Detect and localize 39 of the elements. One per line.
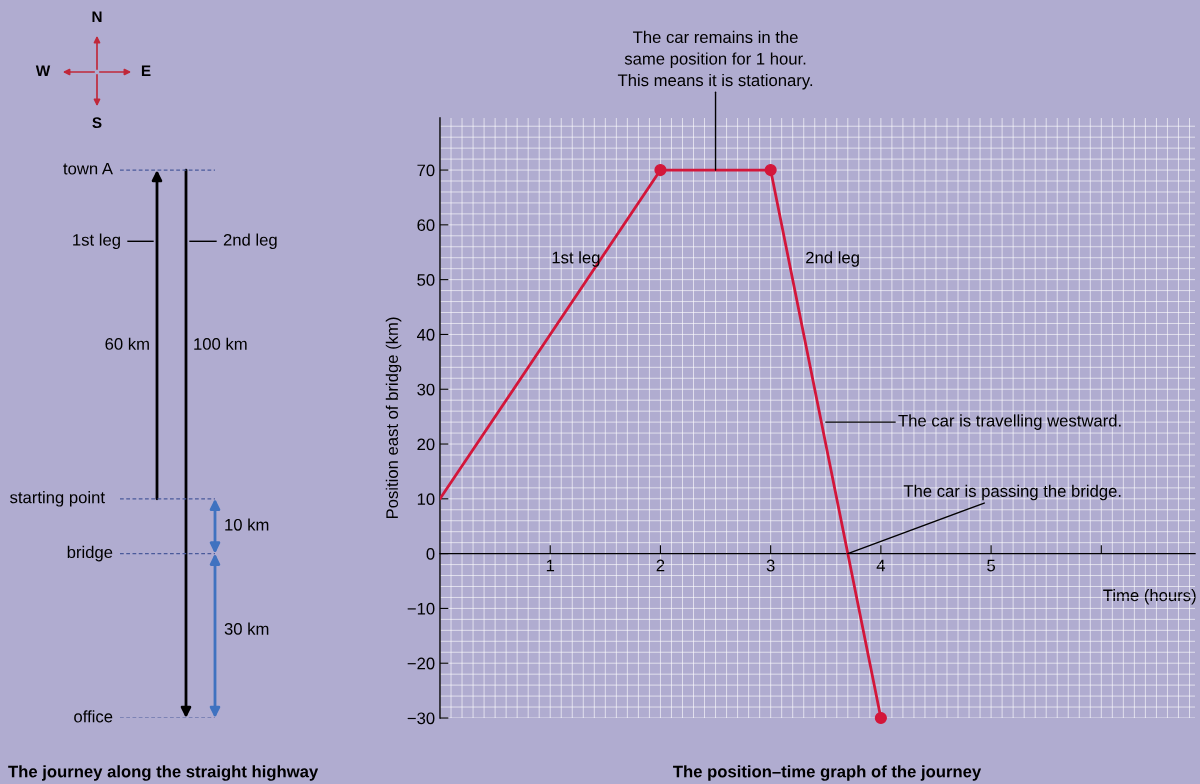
y-tick-label: −20 xyxy=(407,657,435,670)
text: starting point xyxy=(10,491,105,507)
text: W xyxy=(35,65,51,76)
annotation: The car is travelling westward. xyxy=(898,414,1121,430)
y-tick-label: 50 xyxy=(417,274,435,286)
text: 1st leg xyxy=(73,233,120,250)
annotation: The car remains in the same position for 1 hour. This means it is stationary. xyxy=(617,30,813,90)
y-tick-label: 70 xyxy=(417,164,435,177)
y-axis-title: Position east of bridge (km) xyxy=(385,317,402,519)
text: town A xyxy=(63,162,113,175)
x-tick-label: 3 xyxy=(766,559,775,572)
text: bridge xyxy=(67,545,113,562)
text: 60 km xyxy=(105,337,149,350)
annotation: 2nd leg xyxy=(806,251,859,267)
x-axis-title: Time (hours) xyxy=(1103,589,1196,605)
text: E xyxy=(141,65,151,76)
y-tick-label: 0 xyxy=(426,548,435,560)
y-tick-label: −10 xyxy=(407,602,435,615)
text: 100 km xyxy=(194,337,247,350)
y-tick-label: −30 xyxy=(407,712,435,725)
text: office xyxy=(74,710,113,723)
y-tick-label: 60 xyxy=(417,219,435,232)
x-tick-label: 5 xyxy=(987,559,996,572)
x-tick-label: 4 xyxy=(876,559,886,572)
y-tick-label: 20 xyxy=(417,438,435,451)
text: The journey along the straight highway xyxy=(8,765,319,781)
text: 2nd leg xyxy=(223,233,277,250)
y-tick-label: 30 xyxy=(417,383,435,396)
text: 30 km xyxy=(224,622,269,635)
x-tick-label: 2 xyxy=(656,559,665,572)
y-tick-label: 10 xyxy=(417,493,435,506)
text: S xyxy=(92,117,102,129)
x-tick-label: 1 xyxy=(546,559,555,572)
annotation: 1st leg xyxy=(552,251,600,267)
annotation: The car is passing the bridge. xyxy=(903,484,1121,501)
text: N xyxy=(92,11,102,22)
y-tick-label: 40 xyxy=(416,328,435,341)
text: The position–time graph of the journey xyxy=(673,765,982,781)
text: 10 km xyxy=(225,518,269,531)
